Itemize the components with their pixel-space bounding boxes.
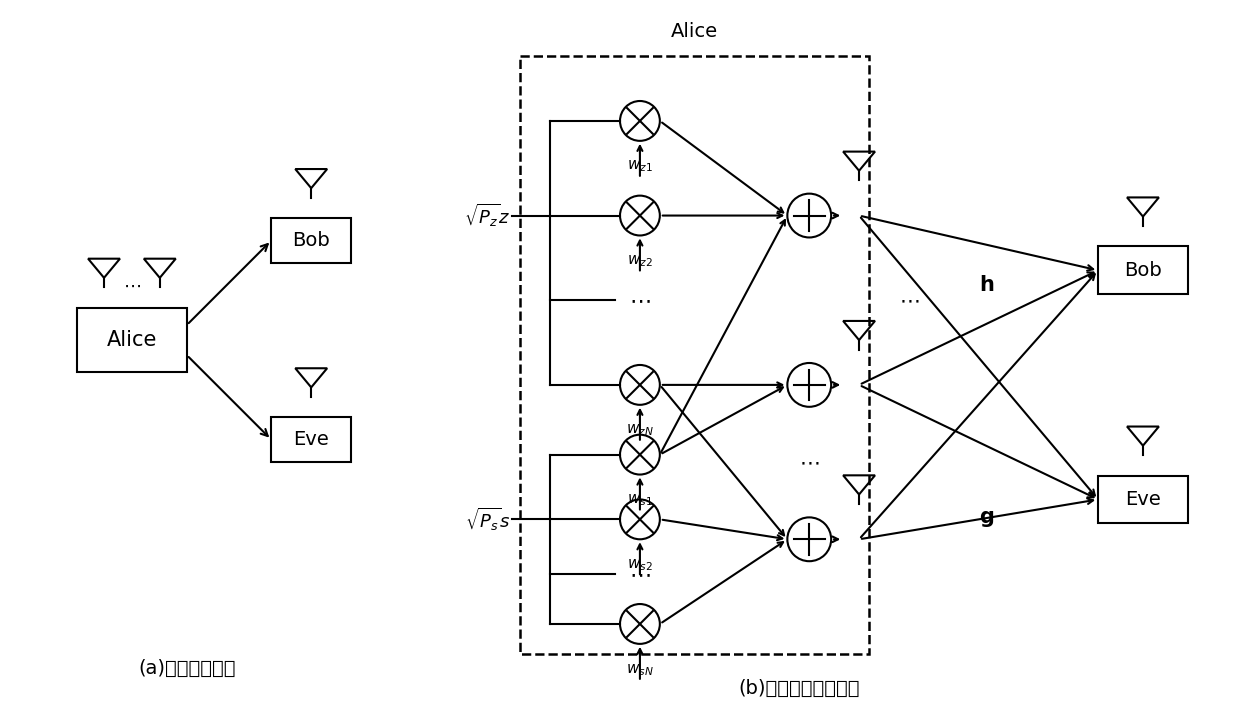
- Text: Eve: Eve: [1125, 490, 1161, 509]
- Text: $w_{s1}$: $w_{s1}$: [627, 493, 652, 508]
- Text: $w_{sN}$: $w_{sN}$: [626, 662, 653, 678]
- Text: $\sqrt{P_s}s$: $\sqrt{P_s}s$: [465, 506, 511, 533]
- Text: (a)系统模型简图: (a)系统模型简图: [138, 659, 236, 678]
- Text: (b)波束赋形系统模型: (b)波束赋形系统模型: [739, 679, 861, 698]
- Bar: [1099, 246, 1188, 294]
- Text: $\cdots$: $\cdots$: [123, 277, 141, 295]
- Bar: [272, 417, 351, 462]
- Bar: [521, 56, 869, 654]
- Text: Bob: Bob: [293, 231, 330, 250]
- Text: $w_{z2}$: $w_{z2}$: [627, 253, 652, 269]
- Text: Bob: Bob: [1125, 261, 1162, 280]
- Text: $\cdots$: $\cdots$: [629, 290, 651, 310]
- Text: $w_{zN}$: $w_{zN}$: [626, 423, 653, 438]
- Text: $\cdots$: $\cdots$: [899, 290, 919, 310]
- Text: $w_{s2}$: $w_{s2}$: [627, 557, 652, 573]
- Text: $w_{z1}$: $w_{z1}$: [627, 159, 652, 174]
- Text: $\sqrt{P_z}z$: $\sqrt{P_z}z$: [464, 202, 511, 229]
- Bar: [1099, 476, 1188, 523]
- Text: Eve: Eve: [294, 430, 329, 449]
- Text: $\mathbf{h}$: $\mathbf{h}$: [978, 276, 993, 296]
- Bar: [272, 218, 351, 263]
- Bar: [77, 308, 187, 373]
- Text: Alice: Alice: [671, 22, 718, 41]
- Text: $\mathbf{g}$: $\mathbf{g}$: [978, 509, 993, 529]
- Text: $\cdots$: $\cdots$: [799, 452, 820, 472]
- Text: Alice: Alice: [107, 330, 157, 350]
- Text: $\cdots$: $\cdots$: [629, 564, 651, 584]
